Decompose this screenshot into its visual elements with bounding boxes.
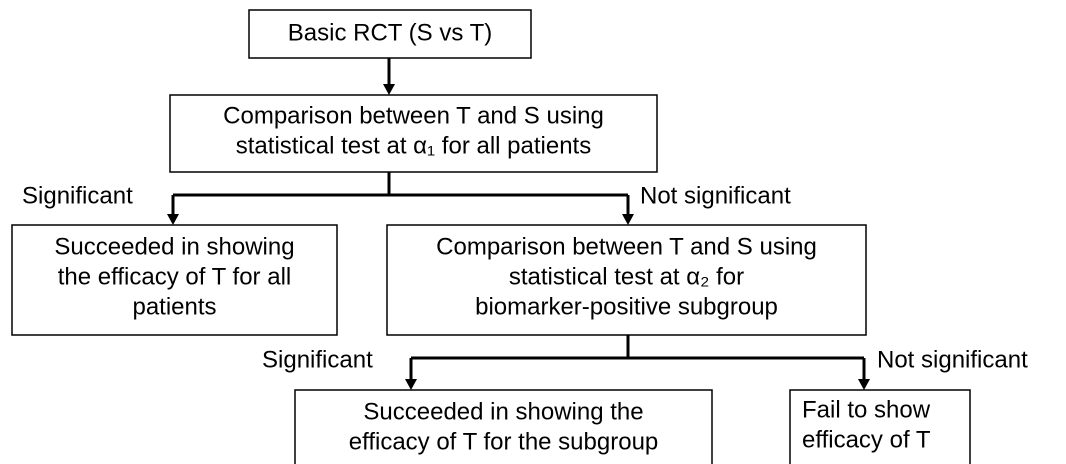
edge-label: Not significant: [877, 346, 1028, 373]
arrowhead: [622, 214, 634, 225]
edge: [409, 335, 866, 381]
node-box: [386, 224, 867, 336]
node-box: [294, 389, 713, 464]
edge-label: Significant: [262, 346, 373, 373]
node-text: the efficacy of T for all: [58, 263, 291, 290]
connectors: [167, 58, 870, 390]
node-box: [248, 9, 532, 59]
edge: [171, 172, 630, 216]
node-text: Comparison between T and S using: [223, 102, 604, 129]
node-box: [169, 94, 658, 173]
node-text: patients: [132, 293, 216, 320]
arrowhead: [167, 214, 179, 225]
node-text: statistical test at α₂ for: [509, 263, 744, 290]
node-text: efficacy of T: [802, 426, 931, 453]
node-text: Succeeded in showing: [54, 233, 294, 260]
arrowhead: [858, 379, 870, 390]
node-box: [11, 224, 338, 336]
node-text: Basic RCT (S vs T): [288, 19, 492, 46]
edge-label: Significant: [22, 182, 133, 209]
arrowhead: [383, 84, 395, 95]
node-text: Comparison between T and S using: [436, 233, 817, 260]
nodes: Basic RCT (S vs T) Comparison between T a…: [11, 9, 971, 464]
node-box: [789, 389, 971, 464]
node-text: efficacy of T for the subgroup: [349, 428, 659, 455]
arrowhead: [405, 379, 417, 390]
node-text: biomarker-positive subgroup: [475, 293, 778, 320]
node-text: Fail to show: [802, 396, 931, 423]
node-text: Succeeded in showing the: [363, 398, 643, 425]
edge-label: Not significant: [640, 182, 791, 209]
node-text: statistical test at α₁ for all patients: [236, 132, 591, 159]
